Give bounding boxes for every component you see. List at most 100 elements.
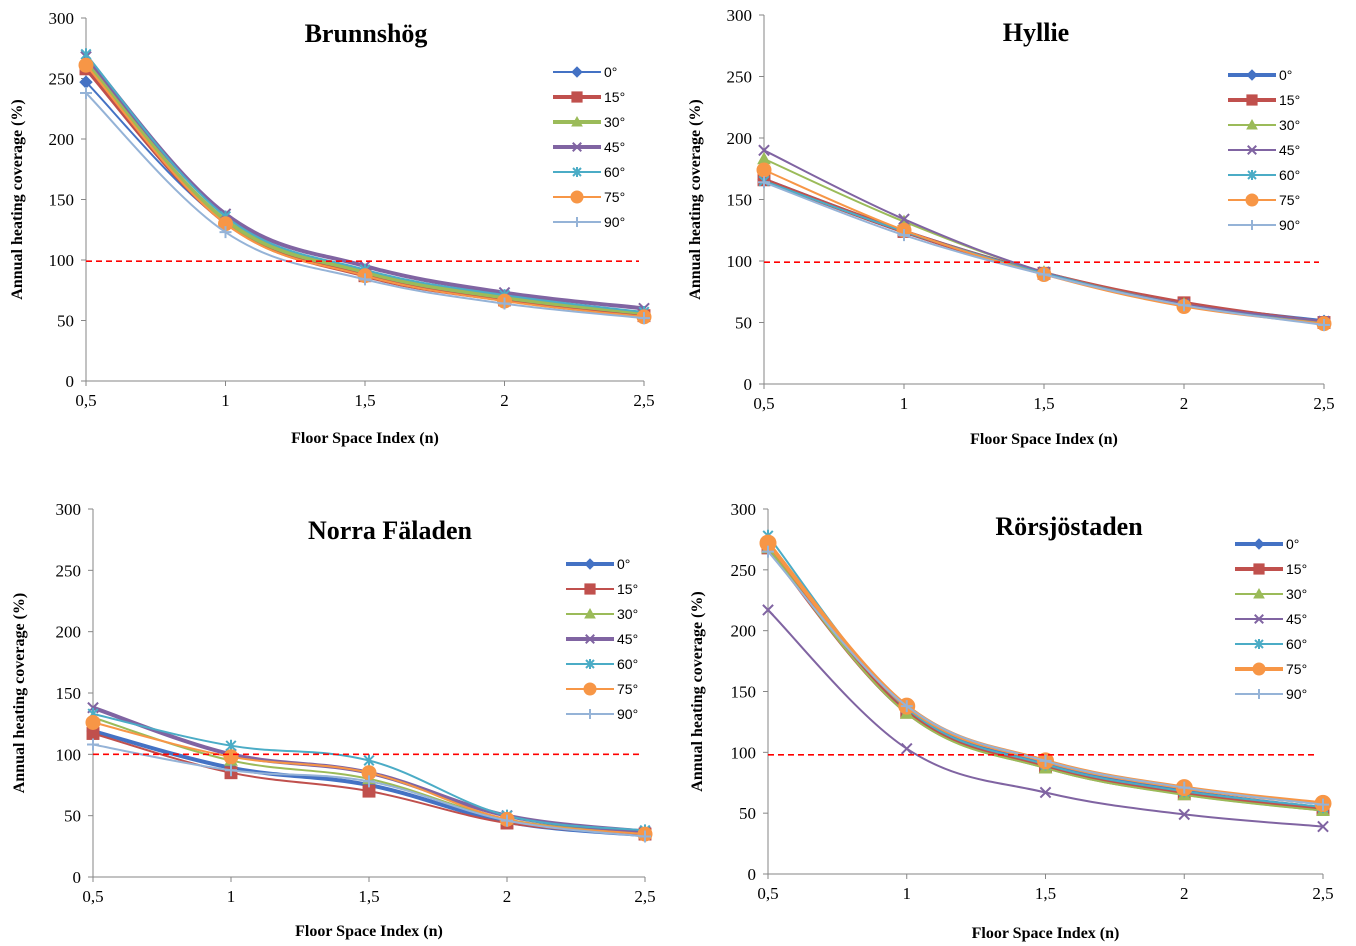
- legend-marker: [1254, 639, 1264, 649]
- data-point: [639, 830, 651, 843]
- y-tick-label: 300: [49, 9, 75, 28]
- legend-marker: [583, 682, 597, 696]
- legend: 0° 15° 30° 45° 60° 75° 90°: [1228, 67, 1300, 233]
- y-tick-label: 200: [727, 129, 753, 148]
- x-tick-label: 2,5: [633, 391, 654, 410]
- y-axis-label: Annual heating coverage (%): [689, 591, 706, 791]
- legend-label: 45°: [1279, 142, 1300, 158]
- legend-marker: [570, 190, 584, 204]
- data-point: [638, 312, 650, 325]
- x-tick-label: 1: [221, 391, 230, 410]
- data-point: [1039, 786, 1052, 799]
- x-tick-label: 1,5: [1033, 394, 1054, 413]
- data-point: [756, 162, 772, 178]
- data-point: [85, 714, 101, 730]
- y-tick-label: 250: [56, 561, 82, 580]
- x-axis-label: Floor Space Index (n): [295, 923, 443, 940]
- x-tick-label: 2: [1180, 884, 1189, 903]
- legend-marker: [584, 583, 596, 595]
- legend-marker: [572, 142, 582, 152]
- legend-item: 75°: [566, 681, 638, 697]
- y-tick-label: 150: [56, 684, 82, 703]
- legend: 0° 15° 30° 45° 60° 75° 90°: [566, 556, 638, 722]
- legend-item: 90°: [1228, 217, 1300, 233]
- x-tick-label: 1: [903, 884, 912, 903]
- y-tick-label: 150: [727, 191, 753, 210]
- data-point: [1318, 318, 1330, 331]
- legend-marker: [1246, 69, 1258, 81]
- y-tick-label: 0: [748, 865, 757, 884]
- series-30deg: [761, 540, 1330, 817]
- legend-label: 75°: [617, 681, 638, 697]
- legend-item: 45°: [1228, 142, 1300, 158]
- legend-label: 30°: [1286, 586, 1307, 602]
- legend-label: 60°: [604, 164, 625, 180]
- data-point: [758, 176, 770, 189]
- y-axis-label: Annual heating coverage (%): [687, 99, 704, 299]
- y-tick-label: 250: [731, 561, 757, 580]
- data-point: [1039, 754, 1052, 767]
- chart-panel-brunnshog: Brunnshög 0 50 100 150 200 250 300 0,5 1 1,5 2 2,5 Fl…: [0, 0, 678, 473]
- legend-marker: [585, 709, 595, 719]
- data-point: [80, 87, 92, 100]
- legend-marker: [584, 558, 596, 570]
- legend-label: 75°: [1286, 661, 1307, 677]
- x-tick-label: 0,5: [753, 394, 774, 413]
- legend-item: 75°: [553, 189, 625, 205]
- legend-label: 0°: [1286, 536, 1299, 552]
- x-tick-label: 0,5: [82, 887, 103, 906]
- legend-item: 30°: [566, 606, 638, 622]
- chart-panel-hyllie: Hyllie 0 50 100 150 200 250 300 0,5 1 1,5 2 2,5 Floor…: [678, 0, 1356, 473]
- series-75deg-line: [85, 64, 645, 318]
- y-axis-label: Annual heating coverage (%): [9, 99, 26, 299]
- series-30deg-line: [84, 61, 645, 316]
- series-0deg-line: [763, 177, 1325, 324]
- legend-label: 15°: [1279, 92, 1300, 108]
- data-point: [498, 297, 511, 310]
- legend-item: 0°: [1228, 67, 1292, 83]
- data-point: [359, 273, 371, 286]
- chart-title-rorsjostaden: Rörsjöstaden: [995, 512, 1143, 541]
- legend-marker: [571, 66, 583, 78]
- series-0deg: [757, 173, 1331, 328]
- legend-item: 90°: [566, 706, 638, 722]
- y-tick-label: 150: [731, 683, 757, 702]
- legend-item: 0°: [1235, 536, 1299, 552]
- series-30deg-line: [767, 547, 1324, 812]
- legend-item: 30°: [553, 114, 625, 130]
- y-tick-label: 250: [727, 68, 753, 87]
- legend-label: 0°: [1279, 67, 1292, 83]
- legend-item: 90°: [1235, 686, 1307, 702]
- x-tick-label: 1,5: [354, 391, 375, 410]
- chart-svg-hyllie: Hyllie 0 50 100 150 200 250 300 0,5 1 1,5 2 2,5 Floor…: [687, 6, 1335, 448]
- x-tick-label: 1,5: [1035, 884, 1056, 903]
- legend: 0° 15° 30° 45° 60° 75° 90°: [1235, 536, 1307, 702]
- legend-label: 0°: [617, 556, 630, 572]
- x-tick-label: 2,5: [1313, 394, 1334, 413]
- series-90deg-line: [763, 181, 1325, 326]
- chart-panel-rorsjostaden: Rörsjöstaden 0 50 100 150 200 250 300 0,5 1 1,5 2 2,…: [678, 473, 1356, 946]
- y-tick-label: 50: [57, 312, 74, 331]
- data-point: [363, 754, 375, 767]
- legend-label: 45°: [617, 631, 638, 647]
- y-tick-label: 300: [56, 500, 82, 519]
- legend-marker: [1247, 145, 1257, 155]
- data-point: [363, 775, 375, 788]
- series-60deg: [758, 175, 1330, 330]
- legend-marker: [571, 115, 583, 127]
- legend-label: 90°: [617, 706, 638, 722]
- data-point: [762, 604, 774, 616]
- data-point: [762, 545, 774, 558]
- y-tick-label: 100: [727, 252, 753, 271]
- data-point: [900, 742, 913, 755]
- data-point: [78, 57, 94, 73]
- legend-item: 15°: [553, 89, 625, 105]
- x-tick-label: 2: [500, 391, 509, 410]
- chart-title-norra-faladen: Norra Fäladen: [308, 516, 472, 545]
- legend-marker: [572, 167, 582, 177]
- data-point: [1317, 798, 1329, 811]
- legend-label: 0°: [604, 64, 617, 80]
- legend-label: 90°: [604, 214, 625, 230]
- legend-marker: [1252, 662, 1266, 676]
- data-point: [501, 814, 513, 827]
